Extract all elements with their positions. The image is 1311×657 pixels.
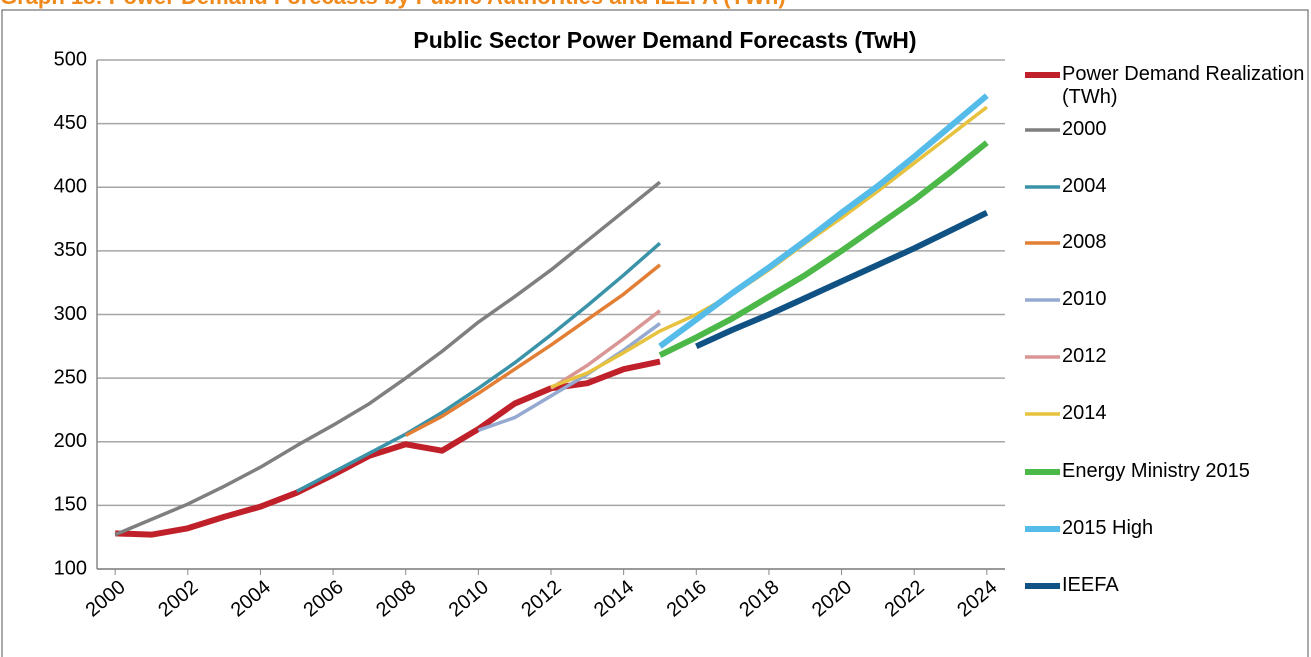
series-line [658, 93, 989, 349]
x-tick-label: 2016 [663, 576, 711, 621]
series-line [550, 309, 662, 390]
series-line [295, 241, 662, 493]
x-tick-label: 2008 [372, 576, 420, 621]
page-title: Graph 18: Power Demand Forecasts by Publ… [0, 0, 786, 9]
x-tick-label: 2020 [808, 576, 856, 621]
series-line [114, 180, 662, 537]
y-tick-label: 300 [54, 303, 87, 325]
x-tick-label: 2000 [82, 576, 130, 621]
legend-label: 2010 [1062, 288, 1107, 310]
y-tick-label: 500 [54, 48, 87, 70]
legend-label: Power Demand Realization (TWh) [1062, 63, 1305, 108]
y-tick-label: 200 [54, 430, 87, 452]
x-tick-label: 2010 [445, 576, 493, 621]
legend-label: 2004 [1062, 175, 1107, 197]
x-tick-label: 2004 [227, 576, 275, 621]
legend-label: 2012 [1062, 345, 1107, 367]
series-line [658, 140, 989, 358]
legend-label: 2014 [1062, 402, 1107, 424]
legend-label: IEEFA [1062, 574, 1119, 596]
y-tick-label: 450 [54, 112, 87, 134]
y-tick-label: 350 [54, 239, 87, 261]
x-tick-label: 2018 [735, 576, 783, 621]
series-line [115, 358, 661, 538]
chart-title: Public Sector Power Demand Forecasts (Tw… [413, 27, 916, 53]
legend-label: 2015 High [1062, 517, 1154, 539]
x-tick-label: 2002 [154, 576, 202, 621]
series-line [477, 321, 661, 432]
x-tick-label: 2022 [881, 576, 929, 621]
series-line [695, 210, 989, 350]
y-tick-label: 150 [54, 494, 87, 516]
x-tick-label: 2014 [590, 576, 638, 621]
chart-frame [1, 9, 1309, 657]
series-line [404, 263, 662, 437]
x-tick-label: 2006 [299, 576, 347, 621]
y-tick-label: 400 [54, 176, 87, 198]
y-tick-label: 250 [54, 366, 87, 388]
x-tick-label: 2012 [517, 576, 565, 621]
y-tick-label: 100 [54, 557, 87, 579]
legend-label: 2008 [1062, 231, 1107, 253]
legend-label: 2000 [1062, 118, 1107, 140]
x-tick-label: 2024 [953, 576, 1001, 621]
legend-label: Energy Ministry 2015 [1062, 460, 1250, 482]
